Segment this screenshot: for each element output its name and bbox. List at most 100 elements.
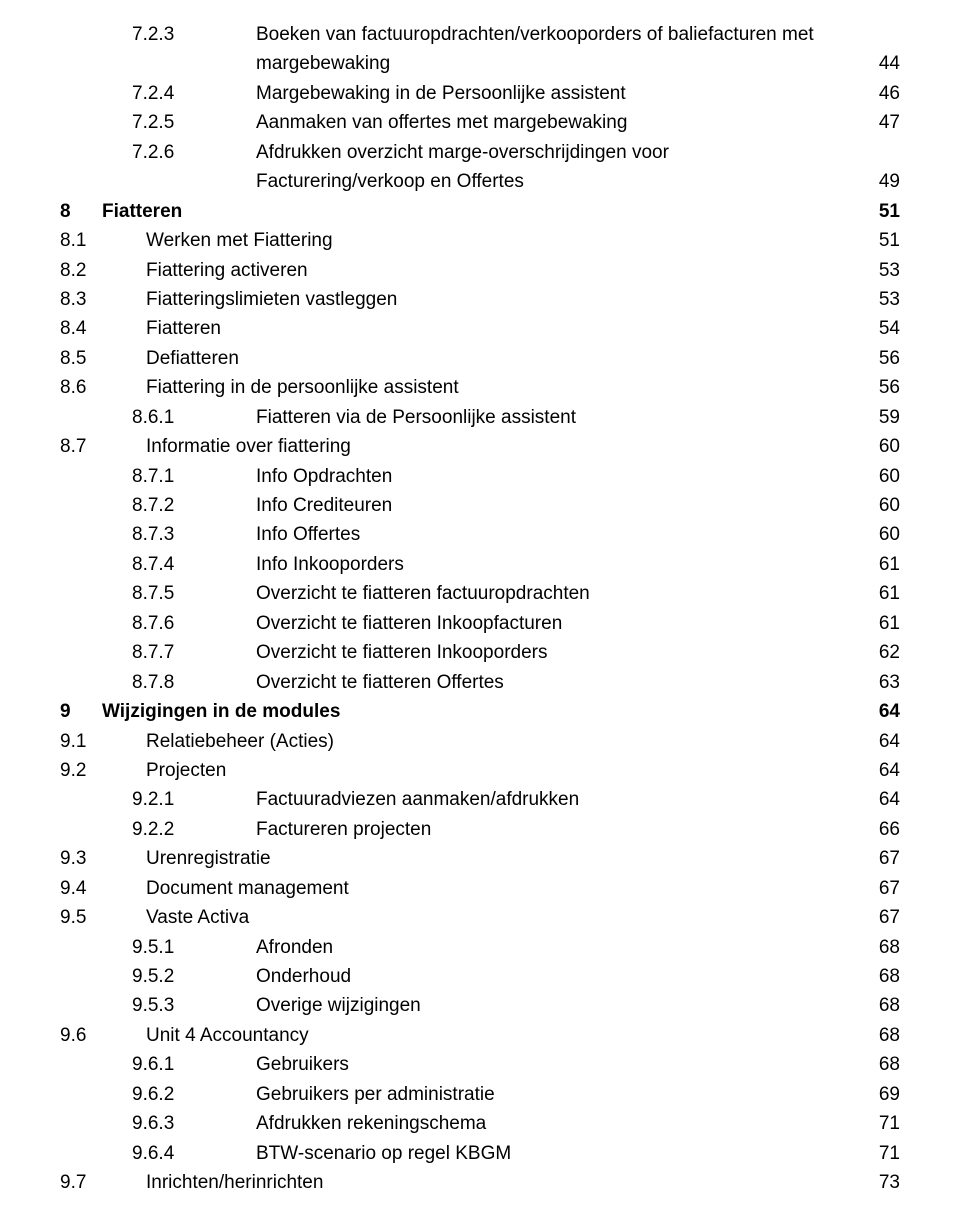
toc-number: 9.2.2 [60,815,256,844]
toc-page: 61 [860,579,900,608]
toc-entry: 9.5.2Onderhoud 68 [60,962,900,991]
toc-title: Afdrukken overzicht marge-overschrijding… [256,138,669,167]
toc-title: Onderhoud [256,962,351,991]
toc-entry: 8.7.4Info Inkooporders61 [60,550,900,579]
toc-number: 8.7.8 [60,668,256,697]
toc-entry: 9.5.3Overige wijzigingen68 [60,991,900,1020]
toc-number: 8.7.5 [60,579,256,608]
toc-title: Wijzigingen in de modules [102,697,340,726]
toc-page: 68 [860,962,900,991]
toc-title: Fiattering in de persoonlijke assistent [146,373,459,402]
toc-entry: 9.3Urenregistratie67 [60,844,900,873]
toc-entry: 8.7.3Info Offertes60 [60,520,900,549]
toc-page: 61 [860,550,900,579]
toc-title: margebewaking [256,49,390,78]
toc-number: 9.6.2 [60,1080,256,1109]
toc-title: Relatiebeheer (Acties) [146,727,334,756]
toc-entry: 7.2.3Boeken van factuuropdrachten/verkoo… [60,20,900,49]
toc-entry: 8.7Informatie over fiattering60 [60,432,900,461]
toc-entry: 8.4Fiatteren54 [60,314,900,343]
toc-number: 9.3 [60,844,146,873]
toc-number: 9.5.1 [60,933,256,962]
toc-title: Unit 4 Accountancy [146,1021,309,1050]
toc-number: 8.1 [60,226,146,255]
toc-page: 51 [860,197,900,226]
table-of-contents: 7.2.3Boeken van factuuropdrachten/verkoo… [0,0,960,1228]
toc-entry: 8.6.1Fiatteren via de Persoonlijke assis… [60,403,900,432]
toc-title: Factuuradviezen aanmaken/afdrukken [256,785,579,814]
toc-number: 8 [60,197,102,226]
toc-page: 64 [860,727,900,756]
toc-page: 69 [860,1080,900,1109]
toc-number: 9.1 [60,727,146,756]
toc-entry: 8.7.1Info Opdrachten60 [60,462,900,491]
toc-page: 64 [860,756,900,785]
toc-entry: 8.3Fiatteringslimieten vastleggen53 [60,285,900,314]
toc-entry: 7.2.6Afdrukken overzicht marge-overschri… [60,138,900,167]
toc-entry: 7.2.4Margebewaking in de Persoonlijke as… [60,79,900,108]
toc-title: Vaste Activa [146,903,249,932]
toc-number: 7.2.5 [60,108,256,137]
toc-page: 68 [860,991,900,1020]
toc-page: 51 [860,226,900,255]
toc-number: 9.5 [60,903,146,932]
toc-number: 8.7.1 [60,462,256,491]
toc-number: 8.7.3 [60,520,256,549]
toc-title: Fiatteringslimieten vastleggen [146,285,397,314]
toc-entry: 9.1Relatiebeheer (Acties) 64 [60,727,900,756]
toc-entry: 9.2.1Factuuradviezen aanmaken/afdrukken6… [60,785,900,814]
toc-page: 49 [860,167,900,196]
toc-entry: 8Fiatteren 51 [60,197,900,226]
toc-entry: 9.4Document management 67 [60,874,900,903]
toc-entry: 9.2.2Factureren projecten66 [60,815,900,844]
toc-number: 9.2 [60,756,146,785]
toc-number-spacer [60,167,256,196]
toc-title: Urenregistratie [146,844,271,873]
toc-title: Boeken van factuuropdrachten/verkooporde… [256,20,814,49]
toc-title: Informatie over fiattering [146,432,351,461]
toc-page: 68 [860,933,900,962]
toc-entry-continuation: Facturering/verkoop en Offertes 49 [60,167,900,196]
toc-title: Overzicht te fiatteren Inkooporders [256,638,547,667]
toc-number: 7.2.6 [60,138,256,167]
toc-entry: 9.2Projecten64 [60,756,900,785]
toc-entry: 8.7.7Overzicht te fiatteren Inkooporders… [60,638,900,667]
toc-number: 9 [60,697,102,726]
toc-page: 54 [860,314,900,343]
toc-number: 9.7 [60,1168,146,1197]
toc-number: 9.6 [60,1021,146,1050]
toc-page: 60 [860,432,900,461]
toc-page: 67 [860,903,900,932]
toc-title: Gebruikers [256,1050,349,1079]
toc-number: 9.5.3 [60,991,256,1020]
toc-number: 9.4 [60,874,146,903]
toc-title: Afronden [256,933,333,962]
toc-page: 68 [860,1050,900,1079]
toc-title: Afdrukken rekeningschema [256,1109,486,1138]
toc-title: Inrichten/herinrichten [146,1168,323,1197]
toc-title: Fiatteren via de Persoonlijke assistent [256,403,576,432]
toc-title: Werken met Fiattering [146,226,333,255]
toc-title: Fiatteren [102,197,182,226]
toc-entry: 9.5Vaste Activa 67 [60,903,900,932]
toc-number: 7.2.3 [60,20,256,49]
toc-entry: 8.7.8Overzicht te fiatteren Offertes63 [60,668,900,697]
toc-number: 8.7.6 [60,609,256,638]
toc-page: 46 [860,79,900,108]
toc-title: Overzicht te fiatteren Offertes [256,668,504,697]
toc-page: 67 [860,874,900,903]
toc-entry: 8.1Werken met Fiattering 51 [60,226,900,255]
toc-number: 9.6.1 [60,1050,256,1079]
toc-title: Overzicht te fiatteren Inkoopfacturen [256,609,562,638]
toc-title: Gebruikers per administratie [256,1080,495,1109]
toc-title: Fiatteren [146,314,221,343]
toc-title: Defiatteren [146,344,239,373]
toc-entry: 9Wijzigingen in de modules64 [60,697,900,726]
toc-title: Document management [146,874,349,903]
toc-title: Facturering/verkoop en Offertes [256,167,524,196]
toc-page: 60 [860,491,900,520]
toc-title: Info Inkooporders [256,550,404,579]
toc-number: 9.5.2 [60,962,256,991]
toc-title: Aanmaken van offertes met margebewaking [256,108,627,137]
toc-page: 64 [860,785,900,814]
